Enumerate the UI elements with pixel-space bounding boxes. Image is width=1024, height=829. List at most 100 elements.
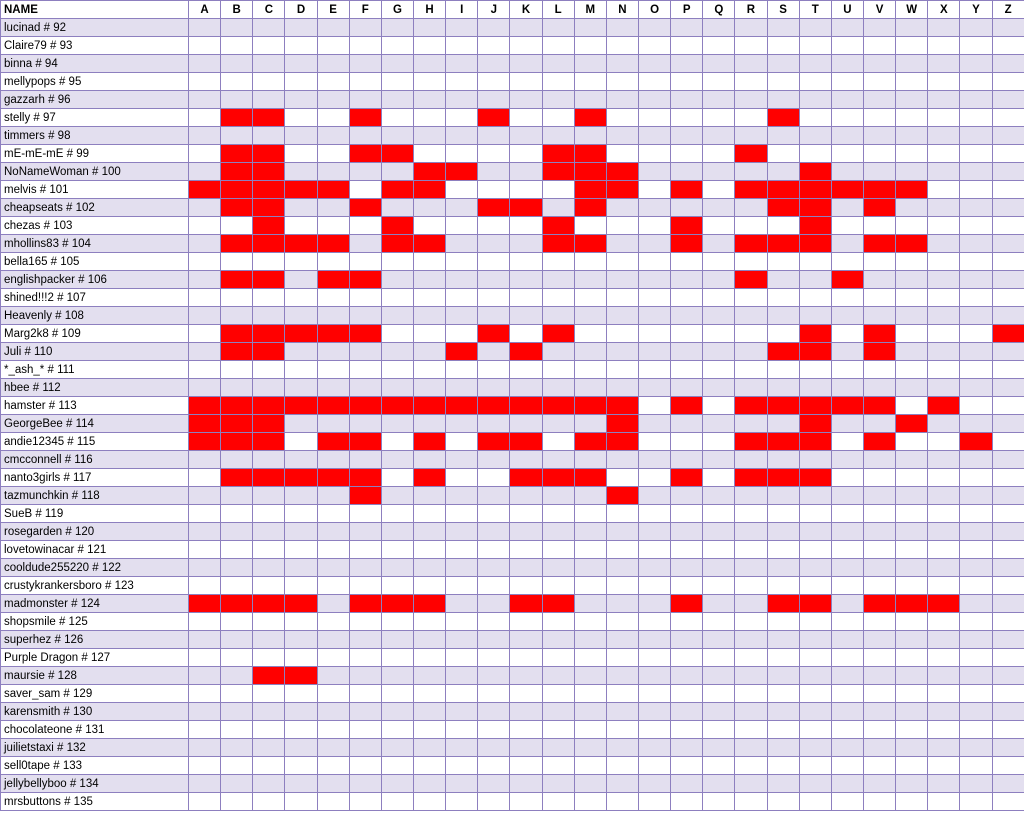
cell-i[interactable]: [445, 252, 479, 271]
cell-c[interactable]: [252, 738, 286, 757]
column-header-a[interactable]: A: [187, 0, 222, 19]
cell-v[interactable]: [862, 468, 897, 487]
cell-s[interactable]: [766, 558, 800, 577]
cell-w[interactable]: [895, 630, 929, 649]
cell-q[interactable]: [702, 486, 736, 505]
cell-p[interactable]: [670, 720, 704, 739]
cell-n[interactable]: [605, 306, 639, 325]
cell-y[interactable]: [959, 396, 993, 415]
cell-c[interactable]: [252, 18, 286, 37]
cell-m[interactable]: [573, 774, 607, 793]
cell-o[interactable]: [637, 540, 672, 559]
cell-d[interactable]: [284, 342, 318, 361]
cell-k[interactable]: [509, 288, 543, 307]
cell-u[interactable]: [830, 360, 864, 379]
cell-r[interactable]: [734, 324, 768, 343]
cell-b[interactable]: [220, 540, 254, 559]
cell-z[interactable]: [991, 378, 1024, 397]
cell-b[interactable]: [220, 54, 254, 73]
cell-s[interactable]: [766, 504, 800, 523]
marked-cell-h[interactable]: [412, 396, 447, 415]
participant-name-cell[interactable]: maursie # 128: [0, 666, 189, 685]
cell-d[interactable]: [284, 702, 318, 721]
cell-t[interactable]: [798, 756, 832, 775]
cell-b[interactable]: [220, 36, 254, 55]
cell-e[interactable]: [316, 666, 350, 685]
cell-w[interactable]: [895, 198, 929, 217]
cell-k[interactable]: [509, 144, 543, 163]
cell-m[interactable]: [573, 720, 607, 739]
marked-cell-s[interactable]: [766, 396, 800, 415]
cell-r[interactable]: [734, 576, 768, 595]
cell-p[interactable]: [670, 792, 704, 811]
cell-v[interactable]: [862, 558, 897, 577]
column-header-f[interactable]: F: [348, 0, 382, 19]
cell-w[interactable]: [895, 396, 929, 415]
cell-m[interactable]: [573, 684, 607, 703]
marked-cell-b[interactable]: [220, 270, 254, 289]
cell-d[interactable]: [284, 162, 318, 181]
cell-m[interactable]: [573, 252, 607, 271]
marked-cell-b[interactable]: [220, 594, 254, 613]
marked-cell-d[interactable]: [284, 594, 318, 613]
marked-cell-p[interactable]: [670, 396, 704, 415]
cell-c[interactable]: [252, 378, 286, 397]
cell-j[interactable]: [477, 720, 511, 739]
cell-i[interactable]: [445, 144, 479, 163]
cell-k[interactable]: [509, 756, 543, 775]
column-header-j[interactable]: J: [477, 0, 511, 19]
cell-u[interactable]: [830, 738, 864, 757]
cell-u[interactable]: [830, 684, 864, 703]
cell-w[interactable]: [895, 108, 929, 127]
cell-e[interactable]: [316, 90, 350, 109]
cell-k[interactable]: [509, 108, 543, 127]
cell-i[interactable]: [445, 216, 479, 235]
cell-l[interactable]: [541, 126, 575, 145]
cell-a[interactable]: [187, 648, 222, 667]
cell-s[interactable]: [766, 216, 800, 235]
cell-n[interactable]: [605, 252, 639, 271]
participant-name-cell[interactable]: bella165 # 105: [0, 252, 189, 271]
cell-s[interactable]: [766, 630, 800, 649]
cell-o[interactable]: [637, 774, 672, 793]
cell-c[interactable]: [252, 576, 286, 595]
cell-n[interactable]: [605, 126, 639, 145]
cell-q[interactable]: [702, 378, 736, 397]
marked-cell-p[interactable]: [670, 594, 704, 613]
participant-name-cell[interactable]: cooldude255220 # 122: [0, 558, 189, 577]
cell-a[interactable]: [187, 126, 222, 145]
cell-u[interactable]: [830, 774, 864, 793]
marked-cell-b[interactable]: [220, 324, 254, 343]
cell-u[interactable]: [830, 504, 864, 523]
cell-l[interactable]: [541, 72, 575, 91]
cell-f[interactable]: [348, 216, 382, 235]
cell-o[interactable]: [637, 72, 672, 91]
participant-name-cell[interactable]: stelly # 97: [0, 108, 189, 127]
cell-n[interactable]: [605, 702, 639, 721]
marked-cell-t[interactable]: [798, 342, 832, 361]
cell-j[interactable]: [477, 144, 511, 163]
cell-v[interactable]: [862, 216, 897, 235]
cell-v[interactable]: [862, 126, 897, 145]
cell-r[interactable]: [734, 612, 768, 631]
cell-k[interactable]: [509, 72, 543, 91]
cell-x[interactable]: [927, 450, 961, 469]
marked-cell-l[interactable]: [541, 234, 575, 253]
marked-cell-p[interactable]: [670, 180, 704, 199]
cell-d[interactable]: [284, 792, 318, 811]
cell-z[interactable]: [991, 540, 1024, 559]
cell-h[interactable]: [412, 378, 447, 397]
marked-cell-y[interactable]: [959, 432, 993, 451]
cell-x[interactable]: [927, 90, 961, 109]
cell-g[interactable]: [380, 306, 414, 325]
cell-t[interactable]: [798, 648, 832, 667]
cell-o[interactable]: [637, 450, 672, 469]
cell-o[interactable]: [637, 684, 672, 703]
cell-i[interactable]: [445, 558, 479, 577]
cell-q[interactable]: [702, 324, 736, 343]
cell-y[interactable]: [959, 522, 993, 541]
cell-u[interactable]: [830, 342, 864, 361]
marked-cell-n[interactable]: [605, 414, 639, 433]
cell-k[interactable]: [509, 450, 543, 469]
cell-j[interactable]: [477, 450, 511, 469]
